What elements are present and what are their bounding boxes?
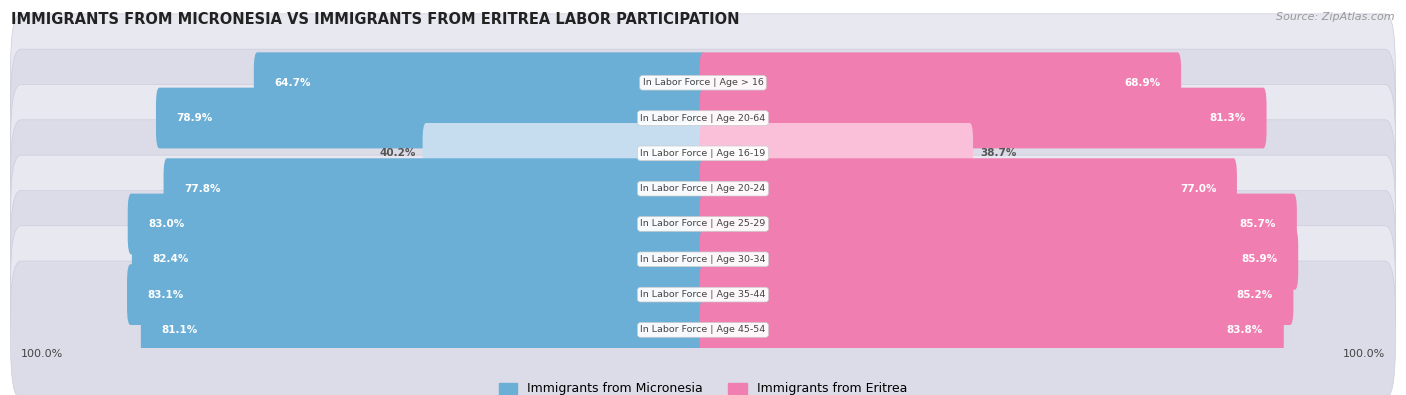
FancyBboxPatch shape: [141, 299, 706, 360]
Text: 83.0%: 83.0%: [149, 219, 184, 229]
Text: 68.9%: 68.9%: [1125, 78, 1160, 88]
FancyBboxPatch shape: [700, 123, 973, 184]
Text: 81.1%: 81.1%: [162, 325, 198, 335]
Text: In Labor Force | Age 25-29: In Labor Force | Age 25-29: [640, 220, 766, 228]
FancyBboxPatch shape: [254, 53, 706, 113]
Text: In Labor Force | Age > 16: In Labor Force | Age > 16: [643, 78, 763, 87]
Text: 83.8%: 83.8%: [1227, 325, 1263, 335]
Text: In Labor Force | Age 20-64: In Labor Force | Age 20-64: [640, 113, 766, 122]
Text: 40.2%: 40.2%: [380, 149, 416, 158]
FancyBboxPatch shape: [423, 123, 706, 184]
Text: IMMIGRANTS FROM MICRONESIA VS IMMIGRANTS FROM ERITREA LABOR PARTICIPATION: IMMIGRANTS FROM MICRONESIA VS IMMIGRANTS…: [11, 12, 740, 27]
Text: 85.2%: 85.2%: [1236, 290, 1272, 300]
Text: In Labor Force | Age 45-54: In Labor Force | Age 45-54: [640, 325, 766, 335]
FancyBboxPatch shape: [128, 194, 706, 254]
Text: 100.0%: 100.0%: [1343, 349, 1385, 359]
FancyBboxPatch shape: [11, 85, 1395, 222]
FancyBboxPatch shape: [11, 14, 1395, 152]
Text: 77.0%: 77.0%: [1180, 184, 1216, 194]
Text: 64.7%: 64.7%: [274, 78, 311, 88]
FancyBboxPatch shape: [700, 158, 1237, 219]
FancyBboxPatch shape: [700, 264, 1294, 325]
FancyBboxPatch shape: [11, 155, 1395, 293]
FancyBboxPatch shape: [11, 226, 1395, 363]
Text: 38.7%: 38.7%: [980, 149, 1017, 158]
FancyBboxPatch shape: [700, 88, 1267, 149]
FancyBboxPatch shape: [11, 261, 1395, 395]
Text: 81.3%: 81.3%: [1209, 113, 1246, 123]
FancyBboxPatch shape: [156, 88, 706, 149]
Text: In Labor Force | Age 16-19: In Labor Force | Age 16-19: [640, 149, 766, 158]
FancyBboxPatch shape: [700, 53, 1181, 113]
Text: In Labor Force | Age 20-24: In Labor Force | Age 20-24: [640, 184, 766, 193]
FancyBboxPatch shape: [127, 264, 706, 325]
Text: In Labor Force | Age 35-44: In Labor Force | Age 35-44: [640, 290, 766, 299]
Text: Source: ZipAtlas.com: Source: ZipAtlas.com: [1277, 12, 1395, 22]
FancyBboxPatch shape: [11, 190, 1395, 328]
FancyBboxPatch shape: [700, 194, 1296, 254]
Text: 85.9%: 85.9%: [1241, 254, 1278, 264]
Text: 100.0%: 100.0%: [21, 349, 63, 359]
Text: 85.7%: 85.7%: [1240, 219, 1277, 229]
Text: 82.4%: 82.4%: [152, 254, 188, 264]
FancyBboxPatch shape: [700, 299, 1284, 360]
FancyBboxPatch shape: [132, 229, 706, 290]
Text: 83.1%: 83.1%: [148, 290, 184, 300]
Text: 78.9%: 78.9%: [177, 113, 212, 123]
Text: In Labor Force | Age 30-34: In Labor Force | Age 30-34: [640, 255, 766, 264]
FancyBboxPatch shape: [11, 49, 1395, 187]
FancyBboxPatch shape: [11, 120, 1395, 258]
FancyBboxPatch shape: [163, 158, 706, 219]
Text: 77.8%: 77.8%: [184, 184, 221, 194]
Legend: Immigrants from Micronesia, Immigrants from Eritrea: Immigrants from Micronesia, Immigrants f…: [499, 382, 907, 395]
FancyBboxPatch shape: [700, 229, 1298, 290]
